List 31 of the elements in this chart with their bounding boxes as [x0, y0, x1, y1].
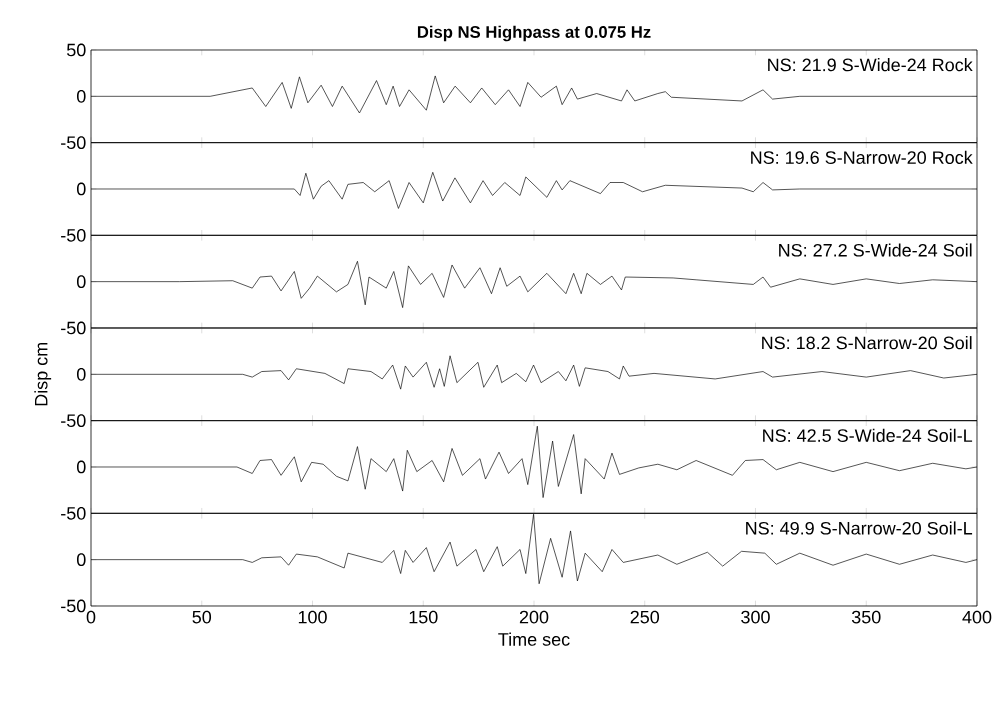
annotation: NS: 27.2 S-Wide-24 Soil — [779, 243, 972, 257]
x-tick-label: 50 — [192, 610, 212, 624]
y-axis-title: Disp cm — [34, 343, 52, 406]
y-tick-label: 50 — [66, 43, 86, 57]
y-tick-label: -50 — [61, 321, 86, 335]
y-tick-label: -50 — [61, 506, 86, 520]
annotation: NS: 21.9 S-Wide-24 Rock — [768, 58, 973, 72]
x-tick-label: 350 — [851, 610, 881, 624]
x-axis-title: Time sec — [498, 632, 570, 646]
x-tick-label: 250 — [630, 610, 660, 624]
y-tick-label: 0 — [76, 89, 86, 103]
y-tick-label: 0 — [76, 553, 86, 567]
x-tick-label: 200 — [519, 610, 549, 624]
y-tick-label: 0 — [76, 275, 86, 289]
y-tick-label: -50 — [61, 136, 86, 150]
annotation: NS: 18.2 S-Narrow-20 Soil — [762, 336, 972, 350]
y-tick-label: 0 — [76, 182, 86, 196]
chart-title: Disp NS Highpass at 0.075 Hz — [417, 25, 651, 42]
x-tick-label: 150 — [409, 610, 438, 624]
annotation: NS: 19.6 S-Narrow-20 Rock — [751, 150, 973, 164]
x-tick-label: 100 — [298, 610, 327, 624]
y-tick-label: -50 — [61, 228, 86, 242]
x-tick-label: 0 — [86, 610, 96, 624]
y-tick-label: -50 — [61, 599, 86, 613]
annotation: NS: 49.9 S-Narrow-20 Soil-L — [746, 521, 973, 535]
x-tick-label: 300 — [741, 610, 770, 624]
x-tick-label: 400 — [962, 610, 992, 624]
y-tick-label: 0 — [76, 460, 86, 474]
y-tick-label: -50 — [61, 414, 86, 428]
annotation: NS: 42.5 S-Wide-24 Soil-L — [763, 428, 973, 442]
y-tick-label: 0 — [76, 367, 86, 381]
